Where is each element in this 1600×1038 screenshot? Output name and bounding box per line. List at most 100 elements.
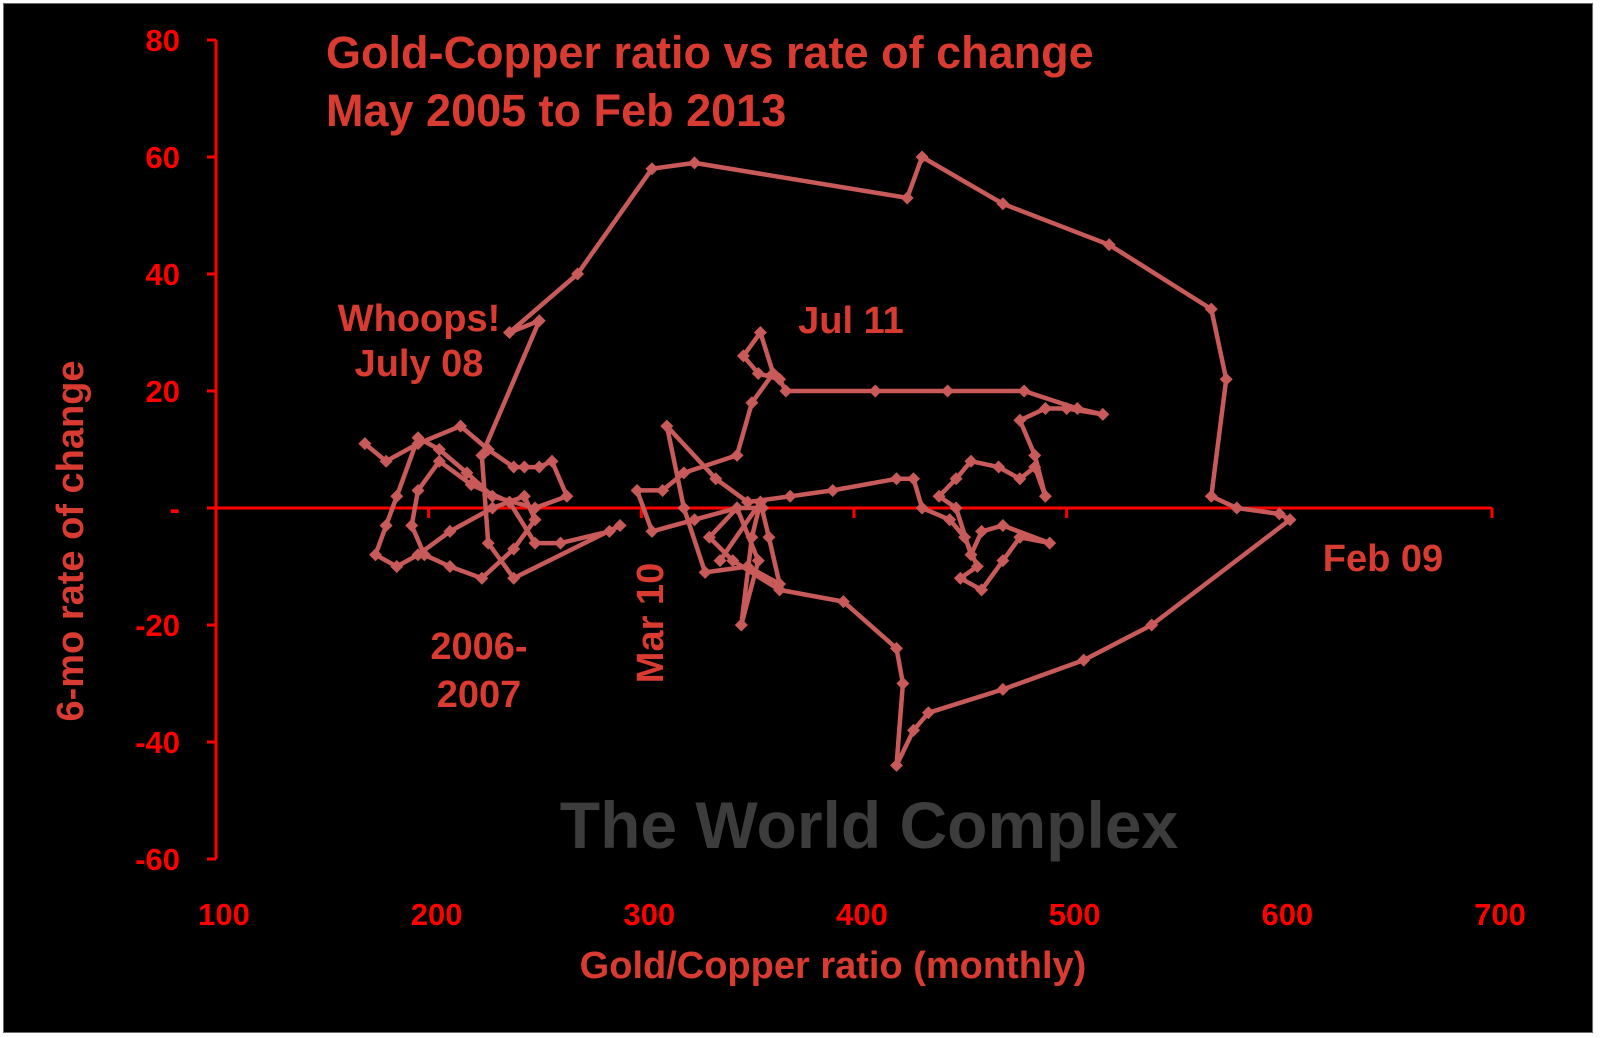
- data-point: [921, 706, 935, 720]
- data-point: [528, 536, 542, 550]
- data-point: [1013, 530, 1027, 544]
- data-point: [390, 560, 404, 573]
- data-point: [528, 513, 542, 527]
- data-point: [475, 571, 489, 585]
- data-point: [1043, 536, 1057, 550]
- data-point: [369, 548, 382, 562]
- data-point: [507, 460, 521, 474]
- data-point: [736, 349, 750, 363]
- data-point: [1028, 460, 1042, 474]
- data-point: [1230, 501, 1244, 515]
- data-point: [698, 565, 712, 579]
- data-point: [868, 384, 882, 398]
- x-tick-label: 100: [198, 897, 250, 932]
- data-point: [943, 513, 957, 527]
- data-point: [379, 454, 393, 468]
- chart-title: Gold-Copper ratio vs rate of change: [326, 27, 1094, 78]
- annotation-label: Whoops! July 08: [338, 298, 501, 385]
- data-point: [992, 460, 1006, 474]
- data-point: [779, 384, 793, 398]
- data-point: [709, 472, 723, 486]
- data-point: [554, 536, 568, 550]
- y-tick-label: -20: [135, 608, 180, 643]
- data-point: [517, 460, 531, 474]
- data-point: [953, 571, 967, 585]
- annotation-line: Whoops!: [338, 298, 501, 340]
- data-point: [645, 162, 659, 176]
- data-point: [1102, 238, 1116, 252]
- y-tick-label: 20: [146, 374, 180, 409]
- data-point: [783, 489, 797, 503]
- data-point: [677, 466, 691, 480]
- annotation-line: 2006-: [430, 626, 527, 668]
- data-point: [996, 554, 1010, 568]
- data-point: [630, 483, 644, 497]
- data-point: [751, 366, 765, 380]
- annotation-label: Feb 09: [1323, 538, 1443, 580]
- data-point: [411, 431, 425, 445]
- data-point: [532, 460, 546, 474]
- data-point: [688, 156, 701, 170]
- data-point: [545, 454, 559, 468]
- data-point: [730, 448, 744, 462]
- data-point: [907, 723, 921, 737]
- data-point: [964, 454, 978, 468]
- data-point: [932, 489, 946, 503]
- data-point: [432, 454, 446, 468]
- data-point: [485, 501, 499, 515]
- axes: 80 60 40 20 - -20 -40 -60 100 200 300 400 500 600 700: [135, 23, 1526, 932]
- data-point: [390, 489, 404, 503]
- data-point: [751, 554, 765, 568]
- data-point: [1060, 402, 1074, 416]
- data-point: [645, 524, 659, 538]
- data-point: [613, 519, 627, 533]
- data-point: [602, 524, 616, 538]
- data-point: [941, 384, 955, 398]
- data-point: [1145, 618, 1159, 632]
- data-point: [826, 483, 840, 497]
- data-point: [745, 530, 759, 544]
- data-point: [702, 530, 716, 544]
- y-tick-label: -40: [135, 725, 180, 760]
- data-point: [660, 419, 674, 433]
- data-point: [745, 396, 759, 410]
- data-point: [900, 191, 914, 205]
- data-point: [756, 501, 770, 515]
- data-point: [996, 682, 1010, 696]
- data-point: [970, 560, 984, 573]
- data-point: [713, 554, 727, 568]
- data-point: [1204, 302, 1218, 316]
- data-point: [443, 560, 457, 573]
- y-tick-label: -60: [135, 842, 180, 877]
- data-point: [1204, 489, 1218, 503]
- y-axis-title: 6-mo rate of change: [50, 360, 92, 721]
- data-point: [443, 524, 457, 538]
- data-point: [836, 595, 850, 609]
- data-point: [677, 501, 691, 515]
- data-point: [405, 519, 419, 533]
- x-tick-label: 400: [836, 897, 888, 932]
- data-point: [1038, 489, 1052, 503]
- data-point: [507, 542, 521, 556]
- data-point: [517, 489, 531, 503]
- data-point: [417, 548, 431, 562]
- data-point: [896, 677, 910, 690]
- data-point: [507, 571, 521, 585]
- data-point: [571, 267, 585, 281]
- data-point: [996, 197, 1010, 211]
- x-tick-label: 500: [1049, 897, 1101, 932]
- data-point: [1028, 448, 1042, 462]
- data-point: [1219, 372, 1233, 386]
- data-point: [1077, 653, 1091, 667]
- y-tick-label: -: [170, 491, 180, 526]
- data-point: [741, 495, 755, 509]
- data-point: [460, 466, 474, 480]
- data-point: [502, 495, 516, 509]
- data-point: [766, 366, 780, 380]
- y-tick-label: 40: [146, 257, 180, 292]
- annotation-line: Feb 09: [1323, 538, 1443, 580]
- data-point: [532, 314, 546, 328]
- data-point: [949, 501, 963, 515]
- data-point: [454, 419, 468, 433]
- data-point: [464, 478, 478, 492]
